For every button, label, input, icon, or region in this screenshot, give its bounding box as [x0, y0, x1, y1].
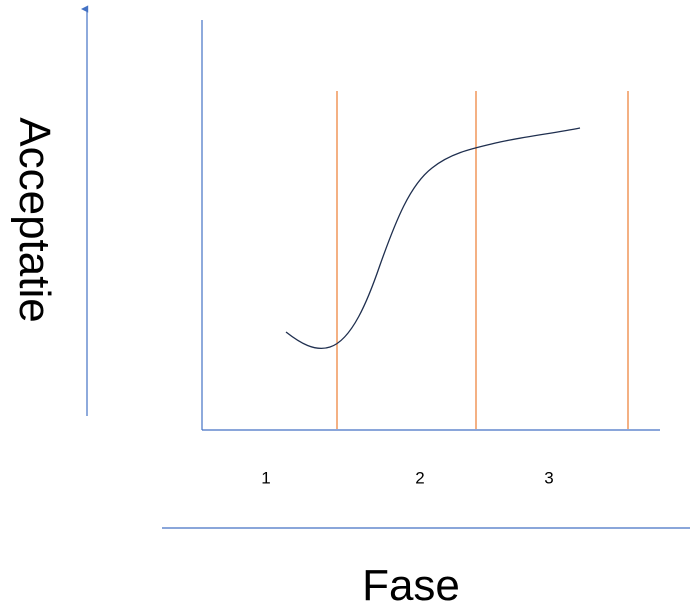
phase-label-3: 3: [544, 470, 553, 487]
phase-label-2: 2: [415, 470, 424, 487]
acceptance-curve: [286, 128, 580, 348]
y-axis-label: Acceptatie: [12, 117, 56, 322]
phase-label-1: 1: [261, 470, 270, 487]
x-axis-label: Fase: [362, 564, 460, 608]
